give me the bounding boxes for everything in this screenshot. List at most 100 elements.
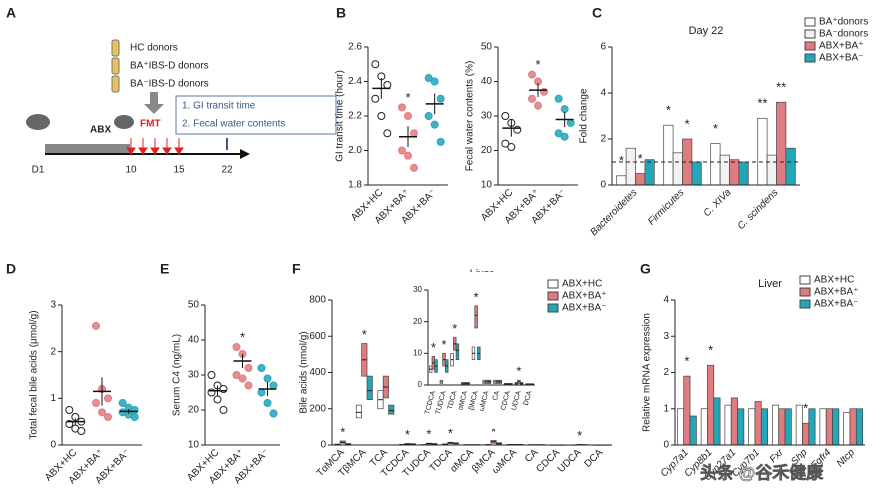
legend-swatch (804, 29, 816, 39)
legend-swatch (804, 17, 816, 27)
bar (760, 408, 768, 446)
box (474, 305, 478, 329)
data-point (244, 381, 253, 390)
y-tick-label: 10 (413, 348, 422, 357)
data-point (430, 77, 439, 86)
y-tick-label: 20 (481, 145, 493, 156)
data-point (560, 132, 569, 141)
significance: * (452, 321, 457, 336)
bar (730, 397, 738, 446)
y-axis-label: Fold change (579, 88, 590, 143)
measure-label: 1. GI transit time (182, 101, 256, 112)
tube-icon (111, 57, 120, 75)
bar (784, 408, 792, 446)
data-point (430, 120, 439, 129)
x-tick-label: Firmicutes (646, 187, 686, 227)
x-tick-label: UDCA (511, 390, 523, 411)
significance: * (442, 337, 447, 352)
data-point (263, 374, 272, 383)
timeline-label: 15 (173, 165, 185, 176)
y-tick-label: 400 (309, 367, 326, 378)
bar (663, 124, 674, 186)
y-tick-label: 0 (50, 440, 56, 451)
bar (677, 408, 685, 446)
significance: * (240, 329, 245, 344)
legend-label: ABX+BA⁻ (819, 53, 863, 64)
significance: * (516, 364, 521, 379)
y-axis-label: Total fecal bile acids (μmol/g) (29, 310, 40, 439)
data-point (118, 399, 127, 407)
data-point (436, 94, 445, 103)
bar (644, 159, 655, 186)
significance: * (362, 327, 367, 342)
box (388, 404, 395, 415)
y-axis-label: GI transit time (hour) (335, 70, 346, 162)
bar (625, 147, 636, 186)
y-tick-label: 3 (50, 300, 56, 311)
y-tick-label: 10 (481, 180, 493, 191)
data-point (130, 406, 139, 414)
y-tick-label: 40 (481, 76, 493, 87)
y-tick-label: 2 (600, 134, 606, 145)
bar (737, 408, 745, 446)
tube-icon (111, 75, 120, 93)
box (355, 404, 362, 419)
x-tick-label: Bacteroidetes (588, 187, 639, 238)
measure-label: 2. Fecal water contents (182, 119, 285, 130)
data-point (244, 364, 253, 372)
charts: B*1.82.02.22.42.6GI transit time (hour)A… (6, 5, 868, 487)
data-point (269, 381, 278, 390)
bar (707, 364, 715, 446)
panel-letter: A (6, 5, 16, 21)
bar (778, 408, 786, 446)
data-point (507, 143, 516, 152)
panel-letter: D (6, 261, 16, 277)
data-point (566, 118, 575, 127)
mouse-icon (114, 115, 134, 129)
data-point (404, 151, 412, 160)
data-point (383, 80, 392, 89)
timeline-arrow (240, 149, 250, 159)
legend-swatch (799, 287, 811, 297)
bar (802, 422, 810, 446)
significance: * (431, 340, 436, 355)
y-tick-label: 30 (481, 111, 493, 122)
donor-label: BA⁻IBS-D donors (130, 79, 209, 90)
y-tick-label: 2.2 (348, 111, 362, 122)
data-point (528, 70, 536, 79)
panel-letter: C (592, 5, 602, 21)
y-tick-label: 2.4 (348, 76, 362, 87)
arrow (144, 104, 164, 114)
y-tick-label: 30 (188, 370, 200, 381)
donor-label: BA⁺IBS-D donors (130, 61, 209, 72)
y-tick-label: 0 (600, 180, 606, 191)
data-point (232, 371, 241, 379)
data-point (104, 413, 112, 421)
data-point (534, 101, 542, 110)
significance: ** (757, 96, 767, 111)
data-point (92, 399, 100, 407)
legend-label: ABX+BA⁻ (562, 303, 606, 314)
x-tick-label: βMCA (468, 390, 480, 411)
y-tick-label: 2 (663, 367, 669, 378)
legend-swatch (547, 303, 559, 313)
chart-title: Day 22 (689, 25, 724, 37)
data-point (398, 103, 406, 112)
bar (808, 408, 816, 446)
significance: * (535, 57, 540, 72)
bar (819, 408, 827, 446)
legend-label: ABX+BA⁻ (814, 299, 858, 310)
data-point (238, 374, 247, 383)
data-point (424, 112, 433, 120)
x-tick-label: C. scindens (736, 187, 781, 232)
bar (785, 147, 796, 186)
bar (748, 408, 756, 446)
bar (843, 412, 851, 446)
bar (616, 175, 627, 186)
bar (729, 159, 740, 186)
bar (700, 408, 708, 446)
y-tick-label: 2 (50, 346, 56, 357)
legend-swatch (804, 53, 816, 63)
x-tick-label: TDCA (447, 390, 459, 411)
data-point (104, 394, 112, 403)
